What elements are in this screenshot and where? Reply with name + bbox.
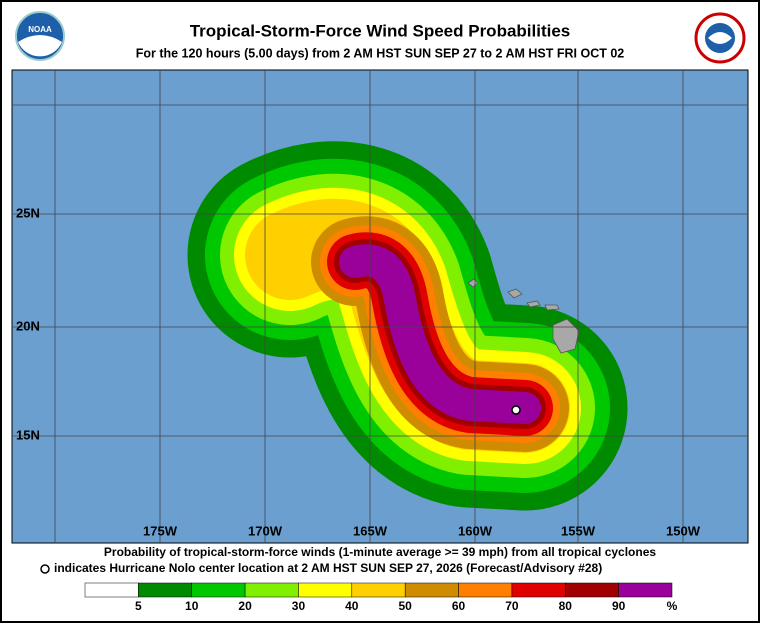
lon-label: 160W — [458, 523, 493, 538]
legend-label: % — [667, 599, 678, 613]
legend-swatch — [618, 582, 673, 598]
storm-center — [511, 405, 521, 415]
lat-label: 15N — [16, 427, 40, 442]
legend-label: 90 — [612, 599, 626, 613]
legend-label: 50 — [399, 599, 413, 613]
footer-line1: Probability of tropical-storm-force wind… — [104, 545, 656, 559]
legend-label: 60 — [452, 599, 466, 613]
island — [507, 288, 523, 299]
footer-line2: indicates Hurricane Nolo center location… — [54, 561, 602, 575]
legend-label: 20 — [238, 599, 252, 613]
logo-text: NOAA — [28, 25, 52, 34]
legend-swatch — [244, 582, 299, 598]
legend: 5 10 20 30 40 50 60 70 80 90% — [84, 582, 678, 613]
legend-label: 70 — [505, 599, 519, 613]
legend-swatch — [511, 582, 566, 598]
legend-swatch — [191, 582, 246, 598]
island — [544, 304, 560, 311]
legend-swatch — [458, 582, 513, 598]
lat-label: 20N — [16, 318, 40, 333]
lat-label: 25N — [16, 205, 40, 220]
subtitle: For the 120 hours (5.00 days) from 2 AM … — [136, 46, 625, 60]
lon-label: 175W — [143, 523, 178, 538]
noaa-logo: NOAA — [15, 11, 65, 61]
lon-label: 150W — [666, 523, 701, 538]
legend-label: 80 — [559, 599, 573, 613]
legend-swatch — [565, 582, 619, 598]
legend-label: 30 — [292, 599, 306, 613]
legend-swatch — [84, 582, 139, 598]
island — [552, 318, 580, 354]
title: Tropical-Storm-Force Wind Speed Probabil… — [190, 21, 571, 40]
probability-band — [339, 244, 541, 424]
island — [467, 278, 479, 288]
legend-label: 10 — [185, 599, 199, 613]
island — [526, 300, 541, 308]
legend-swatch — [298, 582, 353, 598]
legend-swatch — [351, 582, 406, 598]
legend-label: 40 — [345, 599, 359, 613]
nws-logo — [694, 12, 746, 64]
legend-swatch — [138, 582, 192, 598]
legend-swatch — [404, 582, 459, 598]
center-marker-key — [40, 564, 50, 574]
legend-label: 5 — [135, 599, 142, 613]
map: 175W 170W 165W 160W 155W 150W 25N 20N 15N — [11, 69, 749, 544]
lon-label: 155W — [561, 523, 596, 538]
lon-label: 165W — [353, 523, 388, 538]
lon-label: 170W — [248, 523, 283, 538]
